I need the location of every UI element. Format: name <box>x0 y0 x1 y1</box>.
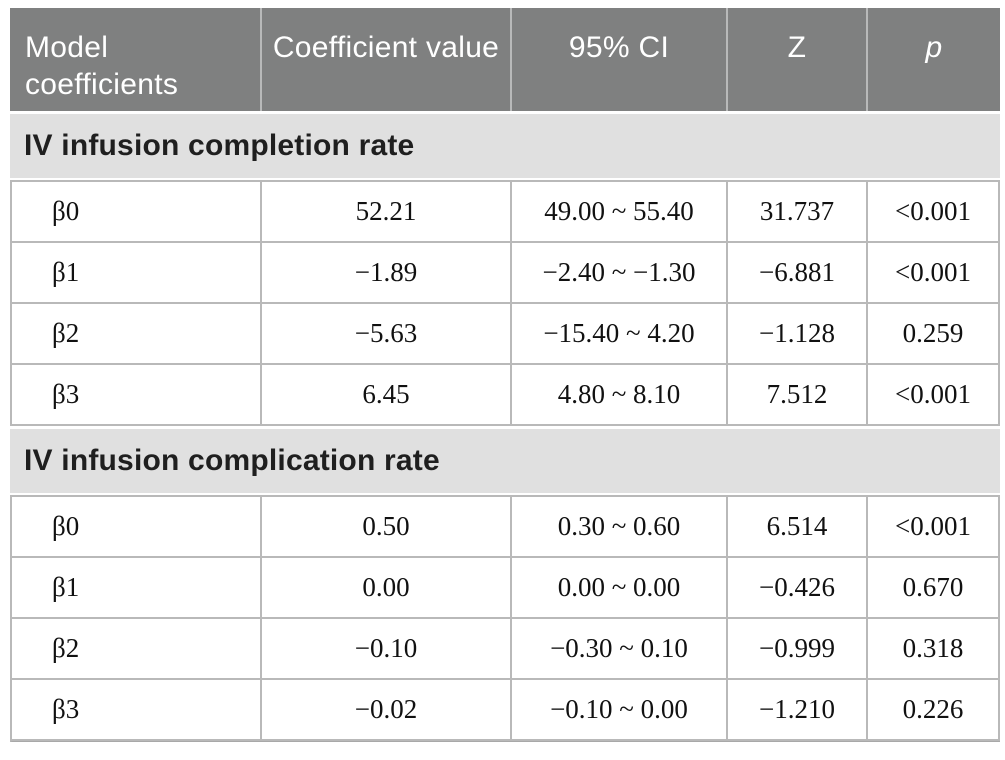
confidence-interval: 0.00 ~ 0.00 <box>512 558 728 619</box>
z-value: 7.512 <box>728 365 868 426</box>
p-value: 0.226 <box>868 680 1000 741</box>
data-block-completion-rate: β0 52.21 49.00 ~ 55.40 31.737 <0.001 β1 … <box>10 180 1000 426</box>
column-header-p: p <box>925 31 943 64</box>
coefficient-value: 52.21 <box>262 182 512 243</box>
confidence-interval: 4.80 ~ 8.10 <box>512 365 728 426</box>
confidence-interval: −0.30 ~ 0.10 <box>512 619 728 680</box>
coefficient-value: 6.45 <box>262 365 512 426</box>
section-header-complication-rate: IV infusion complication rate <box>10 429 1000 493</box>
coefficient-value: −0.10 <box>262 619 512 680</box>
row-label: β3 <box>12 680 262 741</box>
row-label: β2 <box>12 619 262 680</box>
table-row: β0 52.21 49.00 ~ 55.40 31.737 <0.001 <box>12 182 1000 243</box>
z-value: −0.999 <box>728 619 868 680</box>
table-row: β3 6.45 4.80 ~ 8.10 7.512 <0.001 <box>12 365 1000 426</box>
row-label: β1 <box>12 243 262 304</box>
table-row: β3 −0.02 −0.10 ~ 0.00 −1.210 0.226 <box>12 680 1000 741</box>
coefficient-value: −0.02 <box>262 680 512 741</box>
coefficient-value: −5.63 <box>262 304 512 365</box>
section-title: IV infusion complication rate <box>24 444 440 477</box>
p-value: <0.001 <box>868 182 1000 243</box>
section-title: IV infusion completion rate <box>24 129 415 162</box>
z-value: 31.737 <box>728 182 868 243</box>
table-row: β2 −0.10 −0.30 ~ 0.10 −0.999 0.318 <box>12 619 1000 680</box>
row-label: β0 <box>12 182 262 243</box>
row-label: β3 <box>12 365 262 426</box>
confidence-interval: −0.10 ~ 0.00 <box>512 680 728 741</box>
coefficient-value: −1.89 <box>262 243 512 304</box>
coefficient-value: 0.50 <box>262 497 512 558</box>
p-value: 0.259 <box>868 304 1000 365</box>
z-value: −0.426 <box>728 558 868 619</box>
z-value: 6.514 <box>728 497 868 558</box>
p-value: <0.001 <box>868 365 1000 426</box>
data-block-complication-rate: β0 0.50 0.30 ~ 0.60 6.514 <0.001 β1 0.00… <box>10 495 1000 742</box>
coefficients-table: Model coefficients Coefficient value 95%… <box>10 8 1000 742</box>
section-header-completion-rate: IV infusion completion rate <box>10 114 1000 178</box>
table-row: β0 0.50 0.30 ~ 0.60 6.514 <0.001 <box>12 497 1000 558</box>
table-row: β2 −5.63 −15.40 ~ 4.20 −1.128 0.259 <box>12 304 1000 365</box>
z-value: −6.881 <box>728 243 868 304</box>
table-row: β1 0.00 0.00 ~ 0.00 −0.426 0.670 <box>12 558 1000 619</box>
column-header-z: Z <box>728 8 868 111</box>
confidence-interval: 49.00 ~ 55.40 <box>512 182 728 243</box>
p-value: <0.001 <box>868 497 1000 558</box>
p-value: 0.318 <box>868 619 1000 680</box>
row-label: β1 <box>12 558 262 619</box>
p-value: 0.670 <box>868 558 1000 619</box>
table-header-row: Model coefficients Coefficient value 95%… <box>10 8 1000 111</box>
confidence-interval: −15.40 ~ 4.20 <box>512 304 728 365</box>
coefficient-value: 0.00 <box>262 558 512 619</box>
column-header-model-coefficients: Model coefficients <box>10 8 262 111</box>
z-value: −1.128 <box>728 304 868 365</box>
table-row: β1 −1.89 −2.40 ~ −1.30 −6.881 <0.001 <box>12 243 1000 304</box>
z-value: −1.210 <box>728 680 868 741</box>
column-header-95-ci: 95% CI <box>512 8 728 111</box>
p-value: <0.001 <box>868 243 1000 304</box>
row-label: β0 <box>12 497 262 558</box>
confidence-interval: −2.40 ~ −1.30 <box>512 243 728 304</box>
column-header-coefficient-value: Coefficient value <box>262 8 512 111</box>
confidence-interval: 0.30 ~ 0.60 <box>512 497 728 558</box>
row-label: β2 <box>12 304 262 365</box>
